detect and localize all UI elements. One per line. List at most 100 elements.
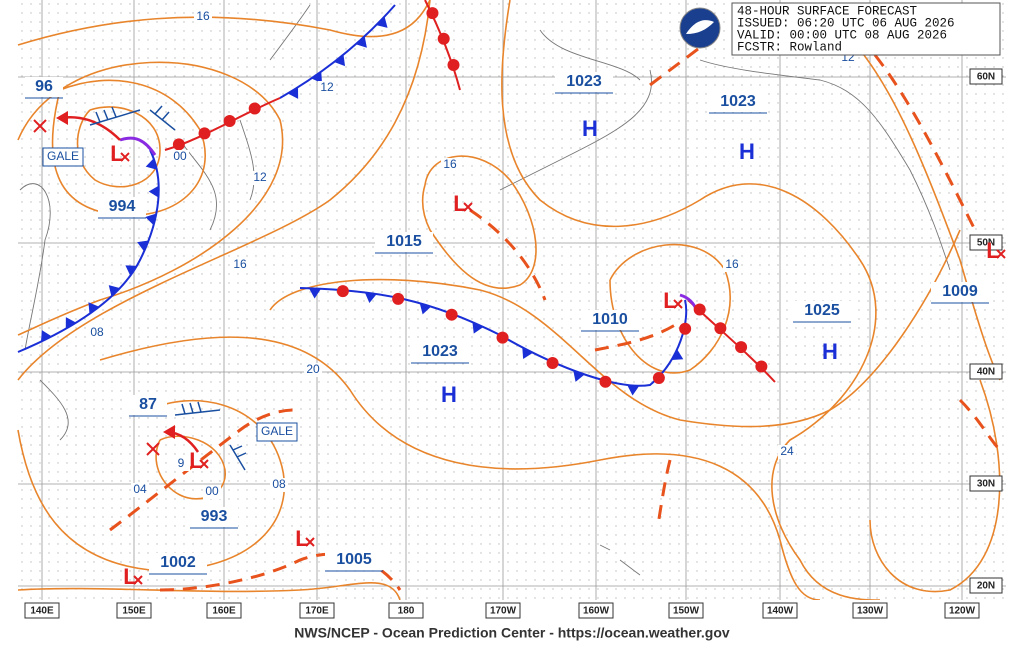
cold-front-triangle	[419, 303, 432, 315]
longitude-label: 140E	[30, 606, 54, 617]
longitude-label: 160E	[212, 606, 236, 617]
cold-front-triangle	[522, 347, 534, 360]
longitude-label: 170E	[305, 606, 329, 617]
cold-front-triangle	[145, 213, 157, 226]
low-center: L	[986, 238, 999, 263]
isobar-label: 9	[178, 456, 185, 470]
pressure-label: 994	[109, 198, 136, 215]
isobar-label: 16	[196, 9, 210, 23]
isobar-label: 16	[233, 257, 247, 271]
pressure-label: 1023	[720, 93, 756, 110]
isobar-label-bg	[88, 326, 106, 340]
pressure-box	[325, 550, 383, 570]
cold-front-triangle	[108, 285, 121, 297]
longitude-label: 140W	[767, 606, 794, 617]
warm-front-bump	[426, 7, 439, 20]
warm-front-bump	[392, 292, 405, 305]
cold-front-triangle	[364, 292, 377, 304]
pressure-label: 87	[139, 396, 157, 413]
pressure-label: 1025	[804, 302, 840, 319]
warm-front-bump	[447, 59, 460, 72]
cold-front-triangle	[148, 185, 159, 198]
troughs	[109, 38, 1002, 592]
latitude-box	[969, 68, 1003, 85]
isobar-label: 12	[320, 80, 334, 94]
isobar-label: 16	[725, 257, 739, 271]
low-cross	[120, 152, 130, 162]
header-box	[731, 2, 1001, 56]
warm-front-bump	[198, 127, 211, 140]
low-cross	[305, 537, 315, 547]
low-center: L	[110, 141, 123, 166]
latitude-box	[969, 577, 1003, 594]
isobar-label-bg	[778, 445, 796, 459]
cold-front-triangle	[311, 71, 323, 84]
longitude-label: 150E	[122, 606, 146, 617]
pressure-label: 1005	[336, 551, 372, 568]
isobar-label: 04	[133, 482, 147, 496]
longitude-label: 120W	[949, 606, 976, 617]
cold-front-triangle	[40, 330, 52, 342]
pressure-label: 1023	[422, 343, 458, 360]
longitude-box	[206, 602, 242, 619]
isobar-label-bg	[131, 483, 149, 497]
warm-front-bump	[445, 308, 458, 321]
latitude-label: 60N	[977, 72, 995, 83]
pressure-box	[931, 282, 989, 302]
cold-front-triangle	[125, 265, 138, 276]
longitude-label: 180	[398, 606, 415, 617]
pressure-box	[555, 72, 613, 92]
footer-credit: NWS/NCEP - Ocean Prediction Center - htt…	[294, 625, 730, 641]
cold-front-triangle	[137, 240, 149, 252]
warm-front-bump	[437, 32, 450, 45]
cold-front-triangle	[671, 349, 684, 360]
gale-box	[42, 147, 84, 167]
isobar-label: 08	[90, 325, 104, 339]
isobar-label: 08	[272, 477, 286, 491]
high-center: H	[582, 116, 598, 141]
latitude-label: 40N	[977, 367, 995, 378]
header-line: FCSTR: Rowland	[737, 40, 842, 54]
isobar-label: 00	[205, 484, 219, 498]
isobar-label-bg	[318, 81, 336, 95]
warm-front-bump	[693, 303, 706, 316]
low-center: L	[663, 288, 676, 313]
map-background	[18, 0, 1006, 600]
isobar-label-bg	[172, 457, 190, 471]
latitude-label: 30N	[977, 479, 995, 490]
low-cross	[463, 202, 473, 212]
isobar-label-bg	[270, 478, 288, 492]
isobar-label: 20	[306, 362, 320, 376]
pressure-label: 993	[201, 508, 228, 525]
pressure-label: 1002	[160, 554, 196, 571]
cold-front-triangle	[65, 317, 77, 329]
cold-front-triangle	[88, 302, 100, 314]
pressure-box	[25, 77, 63, 97]
pressure-label: 1009	[942, 283, 978, 300]
cold-front-triangle	[355, 36, 367, 48]
isobar-label: 00	[173, 149, 187, 163]
low-cross	[133, 575, 143, 585]
warm-front-bump	[172, 138, 185, 151]
longitude-box	[299, 602, 335, 619]
gale-box	[256, 422, 298, 442]
pressure-box	[793, 301, 851, 321]
longitude-box	[578, 602, 614, 619]
high-center: H	[739, 139, 755, 164]
cold-front-triangle	[287, 87, 299, 99]
low-center: L	[295, 526, 308, 551]
pressure-label: 96	[35, 78, 53, 95]
cold-front-triangle	[472, 322, 484, 334]
low-center: L	[123, 564, 136, 589]
isobar-label-bg	[304, 363, 322, 377]
longitude-box	[388, 602, 424, 619]
isobar-label-bg	[251, 171, 269, 185]
warm-front-bump	[546, 356, 559, 369]
warm-front-bump	[336, 285, 349, 298]
warm-front-bump	[679, 322, 692, 335]
cold-front-triangle	[334, 54, 346, 67]
pressure-box	[375, 232, 433, 252]
pressure-box	[129, 395, 167, 415]
isobar-label: 12	[253, 170, 267, 184]
warm-front-bump	[599, 375, 612, 388]
